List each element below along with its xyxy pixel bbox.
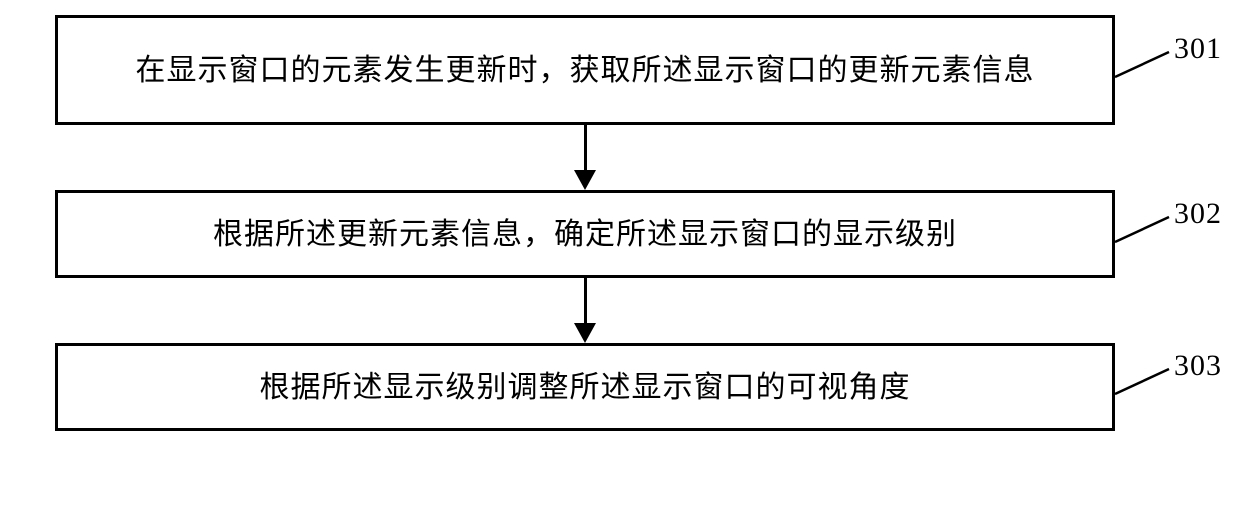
arrow-head-icon <box>574 170 596 190</box>
flow-step-1-label: 在显示窗口的元素发生更新时，获取所述显示窗口的更新元素信息 <box>136 48 1035 93</box>
arrow-1-2 <box>574 125 596 190</box>
flow-step-3-label: 根据所述显示级别调整所述显示窗口的可视角度 <box>260 365 911 410</box>
step-number-3: 303 <box>1174 349 1222 383</box>
leader-line-3 <box>1114 367 1174 397</box>
step-number-1: 301 <box>1174 32 1222 66</box>
arrow-head-icon <box>574 323 596 343</box>
step-number-2: 302 <box>1174 197 1222 231</box>
arrow-line-icon <box>584 125 587 170</box>
leader-line-2 <box>1114 215 1174 245</box>
arrow-2-3 <box>574 278 596 343</box>
flow-step-2: 根据所述更新元素信息，确定所述显示窗口的显示级别 <box>55 190 1115 278</box>
flow-step-3: 根据所述显示级别调整所述显示窗口的可视角度 <box>55 343 1115 431</box>
flow-step-1: 在显示窗口的元素发生更新时，获取所述显示窗口的更新元素信息 <box>55 15 1115 125</box>
flow-step-2-label: 根据所述更新元素信息，确定所述显示窗口的显示级别 <box>213 212 957 257</box>
arrow-line-icon <box>584 278 587 323</box>
leader-line-1 <box>1114 50 1174 80</box>
flowchart-container: 在显示窗口的元素发生更新时，获取所述显示窗口的更新元素信息 根据所述更新元素信息… <box>55 15 1115 431</box>
